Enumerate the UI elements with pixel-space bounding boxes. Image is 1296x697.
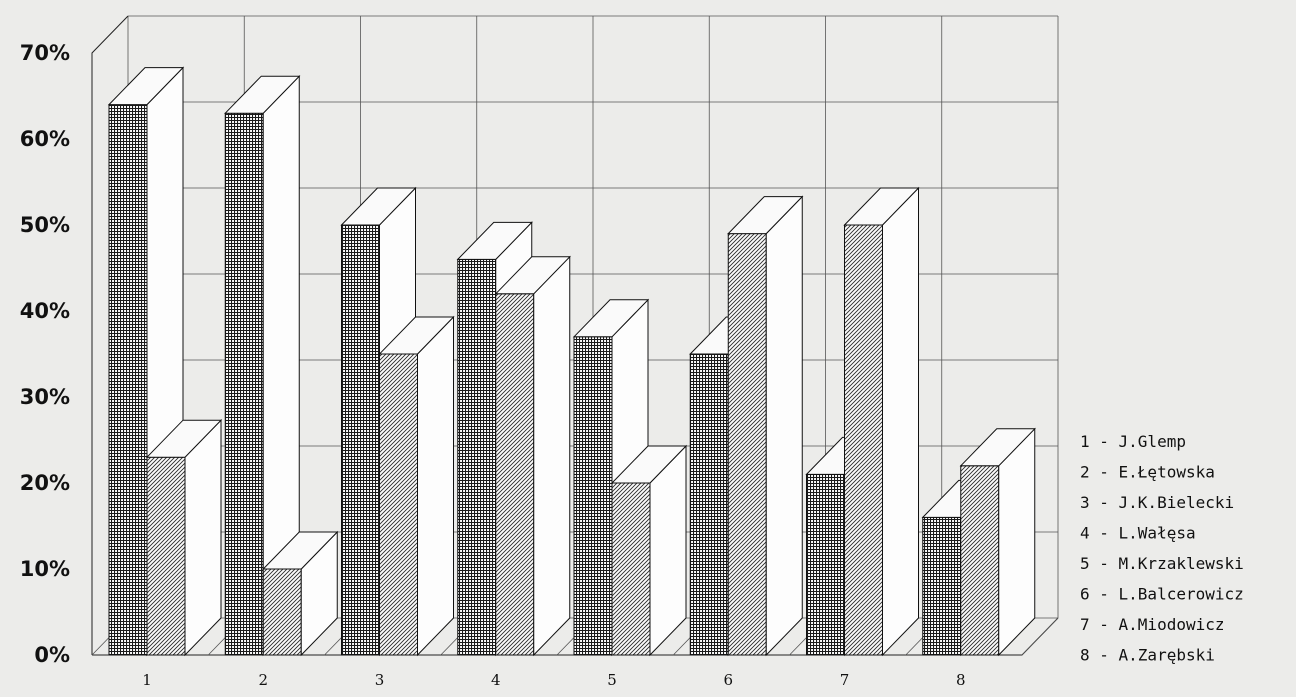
bar-s2-c7 (843, 186, 920, 657)
y-tick-label: 40% (20, 299, 70, 323)
x-axis: 1 2 3 4 5 6 7 8 (142, 671, 965, 689)
bar-front (341, 224, 380, 656)
bar-top (262, 531, 339, 570)
y-tick-label: 60% (20, 127, 70, 151)
y-tick-label: 0% (34, 643, 70, 667)
bar-side (533, 255, 571, 657)
bar-side (184, 418, 222, 657)
y-axis: 0% 10% 20% 30% 40% 50% 60% 70% (20, 41, 70, 667)
bar-side (882, 186, 919, 657)
x-tick-label: 3 (375, 671, 385, 689)
bar-front (495, 293, 535, 656)
bar-s2-c1 (145, 418, 223, 657)
bar-side (417, 315, 454, 657)
x-tick-label: 6 (723, 671, 733, 689)
bar-front (379, 353, 418, 656)
bar-s2-c5 (610, 444, 688, 657)
legend: 1 - J.Glemp 2 - E.Łętowska 3 - J.K.Bieleck… (1080, 432, 1244, 665)
legend-entry: 4 - L.Wałęsa (1080, 524, 1196, 543)
bar-front (689, 353, 729, 656)
bar-top (107, 67, 185, 106)
bar-s1-c2 (224, 74, 301, 657)
bar-top (959, 428, 1036, 467)
legend-entry: 7 - A.Miodowicz (1080, 615, 1225, 634)
bar-top (340, 187, 417, 226)
bar-s1-c3 (340, 186, 417, 657)
bar-s2-c4 (494, 255, 571, 657)
bar-front (922, 516, 962, 656)
legend-entry: 2 - E.Łętowska (1080, 463, 1215, 482)
bar-front (457, 258, 497, 656)
bar-front (727, 233, 767, 656)
bar-top (610, 445, 688, 484)
bar-top (456, 221, 533, 260)
bar-top (727, 196, 804, 235)
legend-entry: 6 - L.Balcerowicz (1080, 585, 1244, 604)
legend-entry: 5 - M.Krzaklewski (1080, 554, 1244, 573)
bar-front (611, 482, 651, 656)
bar-s2-c2 (262, 530, 339, 657)
bar-front (262, 568, 302, 656)
y-tick-label: 50% (20, 213, 70, 237)
bar-top (572, 299, 650, 338)
y-tick-label: 20% (20, 471, 70, 495)
y-tick-label: 70% (20, 41, 70, 65)
bar-s2-c8 (959, 427, 1036, 657)
x-tick-label: 2 (258, 671, 268, 689)
bar-front (108, 104, 148, 656)
legend-entry: 1 - J.Glemp (1080, 432, 1186, 451)
bar-front (844, 224, 883, 656)
bar-top (145, 419, 223, 458)
bar-front (960, 465, 1000, 656)
bar-top (843, 187, 920, 226)
x-tick-label: 5 (607, 671, 617, 689)
bar-top (224, 75, 301, 114)
bar-side (765, 195, 803, 657)
bar-s2-c6 (727, 195, 804, 657)
left-wall (91, 15, 129, 655)
legend-entry: 3 - J.K.Bielecki (1080, 493, 1234, 512)
bar-front (224, 112, 264, 656)
x-tick-label: 8 (956, 671, 966, 689)
bar-top (494, 256, 571, 295)
bar-side (998, 427, 1036, 657)
x-tick-label: 4 (491, 671, 501, 689)
bar-front (573, 336, 613, 656)
bar-s2-c3 (378, 315, 455, 657)
x-tick-label: 1 (142, 671, 152, 689)
x-tick-label: 7 (840, 671, 850, 689)
bar-front (146, 456, 186, 656)
bar-top (378, 316, 455, 355)
bar-front (806, 473, 845, 656)
floor-line (1021, 617, 1059, 656)
y-tick-label: 30% (20, 385, 70, 409)
y-tick-label: 10% (20, 557, 70, 581)
bars (107, 66, 1036, 657)
legend-entry: 8 - A.Zarębski (1080, 646, 1215, 665)
